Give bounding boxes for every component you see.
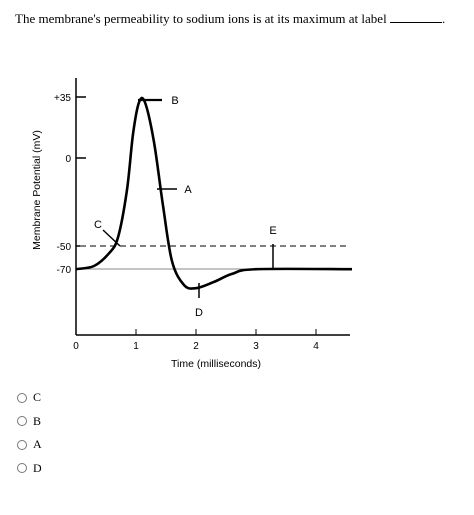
answer-option[interactable]: D xyxy=(17,457,42,481)
question-prompt: The membrane's permeability to sodium io… xyxy=(15,11,387,26)
radio-button[interactable] xyxy=(17,463,27,474)
y-tick-label: -50 xyxy=(57,242,72,253)
annotation-label-c: A xyxy=(184,184,192,196)
y-tick-label: -70 xyxy=(57,265,72,276)
x-tick-label: 4 xyxy=(313,341,319,352)
y-tick-label: 0 xyxy=(65,154,71,165)
option-label: A xyxy=(33,437,42,452)
option-label: D xyxy=(33,460,42,475)
x-tick-label: 1 xyxy=(133,341,139,352)
answer-options: C B A D xyxy=(17,386,42,480)
radio-button[interactable] xyxy=(17,416,27,427)
answer-blank xyxy=(389,11,442,23)
option-label: C xyxy=(33,390,42,405)
answer-option[interactable]: C xyxy=(17,386,42,410)
annotation-label-d: D xyxy=(195,307,203,319)
x-tick-label: 2 xyxy=(193,341,199,352)
answer-option[interactable]: A xyxy=(17,433,42,457)
y-tick-label: +35 xyxy=(54,93,71,104)
action-potential-curve xyxy=(75,96,353,290)
radio-button[interactable] xyxy=(17,392,27,403)
annotation-label-a: C xyxy=(94,219,102,231)
answer-option[interactable]: B xyxy=(17,410,42,434)
option-label: B xyxy=(33,413,42,428)
x-tick-label: 3 xyxy=(253,341,259,352)
y-axis-label: Membrane Potential (mV) xyxy=(31,130,43,250)
annotation-label-b: B xyxy=(171,95,178,107)
question-suffix: . xyxy=(441,11,446,26)
annotation-label-e: E xyxy=(269,225,276,237)
radio-button[interactable] xyxy=(17,439,27,450)
label-a-pointer xyxy=(102,229,121,247)
x-tick-label: 0 xyxy=(73,341,79,352)
question-text: The membrane's permeability to sodium io… xyxy=(15,11,445,27)
x-axis-label: Time (milliseconds) xyxy=(171,358,261,370)
